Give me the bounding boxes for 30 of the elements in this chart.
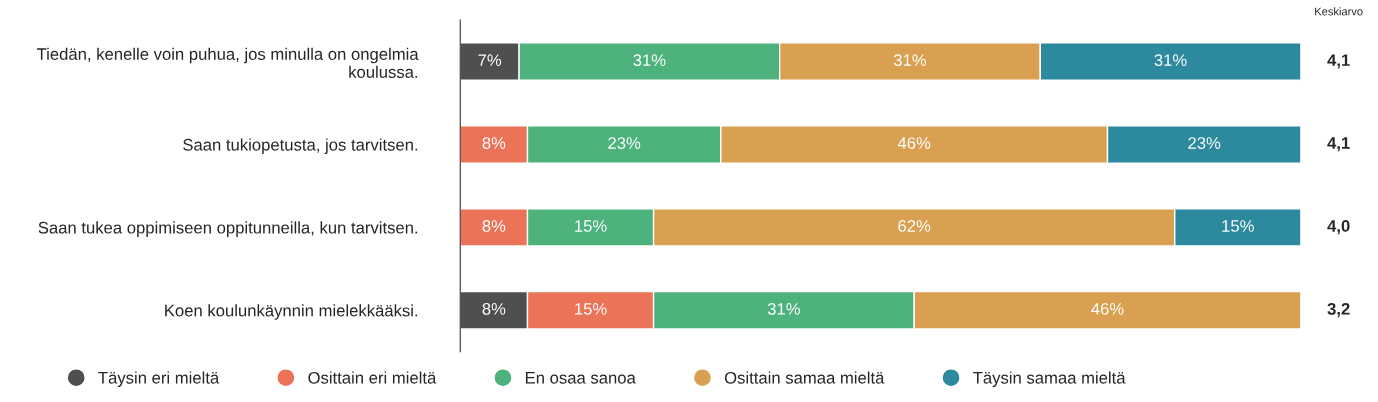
text: 4,0 [1327,220,1350,235]
data-label: 46% [1091,302,1124,315]
y-tick-label: Saan tukea oppimiseen oppitunneilla, kun tarvitsen. [38,221,418,237]
legend-label: Täysin eri mieltä [98,371,220,387]
data-label: 15% [575,220,607,232]
data-label: 62% [898,220,931,232]
data-label: 46% [897,137,931,149]
text: 4,1 [1327,137,1350,152]
text: 3,2 [1327,302,1350,318]
data-label: 31% [1154,54,1187,67]
legend-label: En osaa sanoa [525,372,636,384]
legend-label: Osittain eri mieltä [308,371,437,384]
legend-label: Täysin samaa mieltä [973,371,1126,387]
data-label: 8% [482,302,506,315]
y-tick-label: Tiedän, kenelle voin puhua, jos minulla on ongelmia koulussa. [36,47,419,78]
data-label: 8% [482,137,506,149]
legend-label: Osittain samaa mieltä [724,371,885,384]
data-label: 23% [608,137,641,149]
data-label: 23% [1188,137,1221,149]
text: Keskiarvo [1315,7,1363,16]
y-tick-label: Saan tukiopetusta, jos tarvitsen. [183,138,418,154]
data-label: 7% [478,54,502,66]
y-tick-label: Koen koulunkäynnin mielekkääksi. [165,304,418,320]
text: 4,1 [1327,54,1350,69]
data-label: 31% [767,302,800,315]
data-label: 8% [482,220,506,232]
data-label: 15% [575,303,607,315]
data-label: 15% [1222,220,1254,232]
data-label: 31% [893,54,927,67]
data-label: 31% [633,54,666,67]
